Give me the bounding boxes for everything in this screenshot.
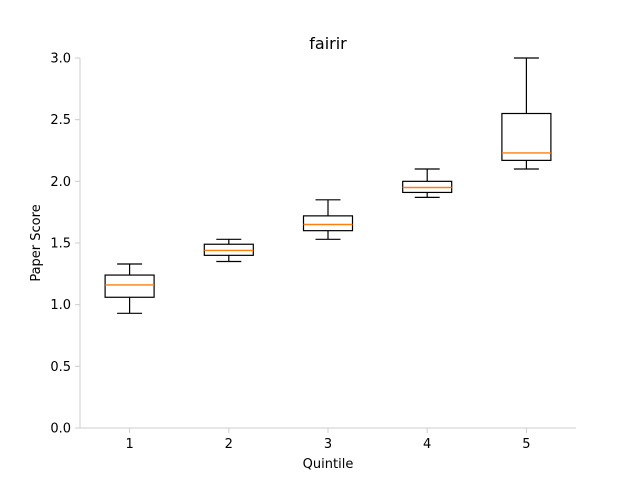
y-axis-title: Paper Score [29,204,44,281]
x-axis-title: Quintile [303,457,354,472]
x-tick-label: 5 [522,437,530,452]
iqr-box [104,274,155,298]
box-quintile-5 [501,57,552,170]
iqr-box [302,215,354,232]
y-tick-label: 1.5 [50,237,71,252]
x-tick-label: 1 [125,437,133,452]
box-quintile-3 [302,199,354,240]
y-tick-label: 1.0 [50,298,71,313]
box-quintile-4 [402,168,453,198]
y-axis-ticks: 0.0 0.5 1.0 1.5 2.0 2.5 3.0 [50,52,80,437]
box-quintile-1 [104,263,155,314]
y-tick-label: 3.0 [50,52,71,67]
y-tick-label: 0.0 [50,422,71,437]
box-quintile-2 [203,238,254,263]
plot-area [104,57,552,314]
y-tick-label: 2.5 [50,113,71,128]
x-tick-label: 4 [423,437,431,452]
iqr-box [501,112,552,161]
chart-title: fairir [309,34,347,53]
x-axis-ticks: 1 2 3 4 5 [125,428,531,452]
x-tick-label: 3 [324,437,332,452]
y-tick-label: 0.5 [50,360,71,375]
y-tick-label: 2.0 [50,175,71,190]
x-tick-label: 2 [225,437,233,452]
